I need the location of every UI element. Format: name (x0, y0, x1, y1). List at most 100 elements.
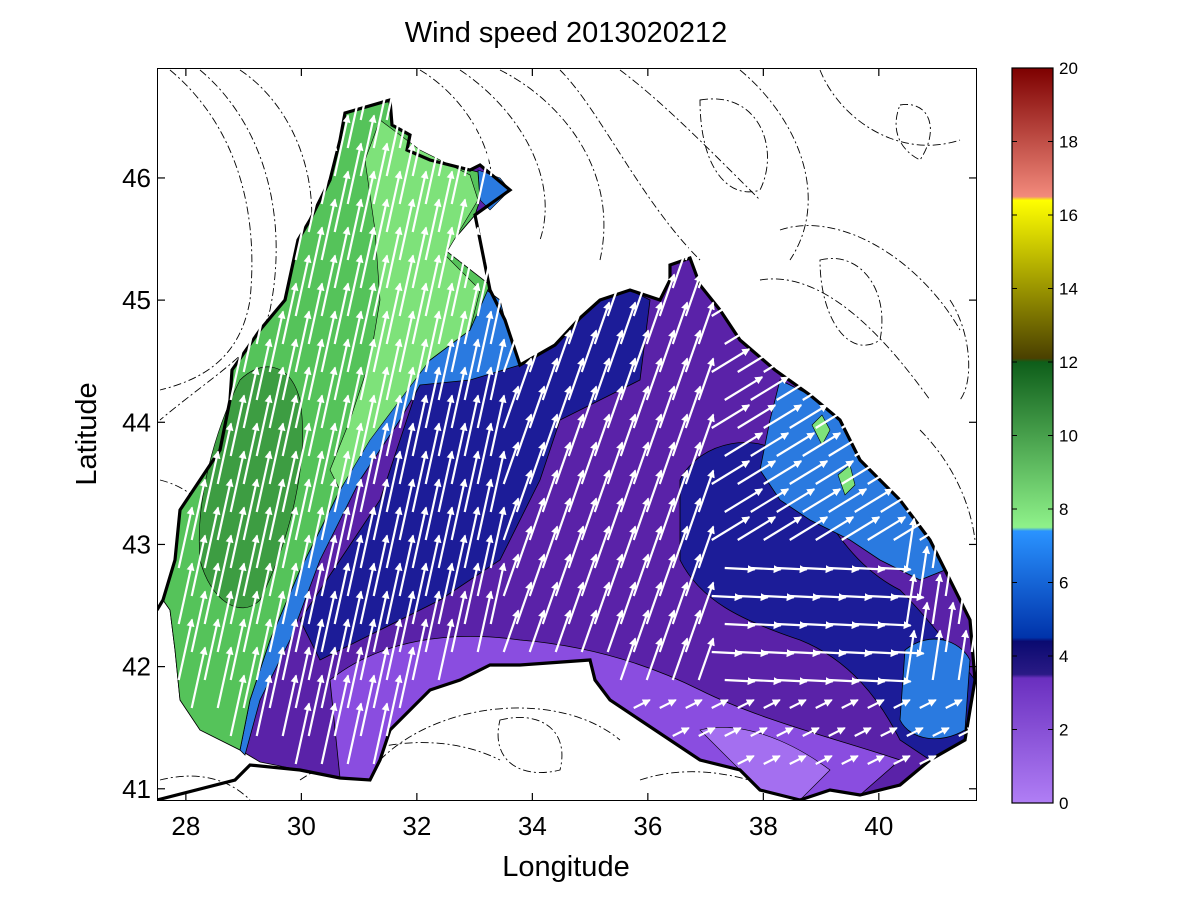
wind-arrow (372, 534, 390, 597)
wind-arrow (294, 198, 312, 261)
wind-arrow (854, 621, 886, 630)
wind-arrow (385, 394, 403, 457)
wind-arrow (931, 573, 944, 625)
wind-arrow (450, 254, 468, 317)
wind-arrow (854, 677, 886, 686)
wind-arrow (333, 394, 351, 457)
wind-arrow (320, 590, 338, 653)
wind-arrow (294, 534, 312, 597)
wind-arrow (685, 698, 703, 709)
wind-arrow (905, 517, 918, 569)
wind-arrow (944, 601, 957, 653)
sea-region-blue-se (899, 638, 971, 740)
wind-arrow (398, 422, 416, 485)
wind-arrow (776, 726, 794, 737)
wind-arrow (385, 114, 403, 177)
wind-arrow (281, 450, 299, 513)
wind-arrow (815, 460, 855, 485)
wind-arrow (437, 338, 455, 401)
wind-arrow (398, 478, 416, 541)
wind-arrow (802, 376, 842, 401)
wind-arrow (346, 86, 364, 149)
wind-arrow (918, 545, 931, 597)
y-axis-label: Latitude (71, 382, 103, 485)
wind-arrow (606, 609, 624, 653)
colorbar-tick-label: 16 (1059, 206, 1078, 225)
wind-arrow (711, 404, 751, 429)
wind-arrow (619, 637, 637, 681)
wind-arrow (867, 516, 907, 541)
y-tick-label: 41 (122, 774, 151, 804)
wind-arrow (580, 609, 598, 653)
wind-arrow (385, 506, 403, 569)
wind-arrow (268, 366, 286, 429)
wind-arrow (763, 593, 795, 602)
wind-arrow (255, 338, 273, 401)
wind-arrow (255, 618, 273, 681)
wind-arrow (372, 590, 390, 653)
colorbar-ticks: 0 2 4 6 8 10 12 14 16 18 20 (1012, 59, 1078, 813)
wind-arrow (698, 726, 716, 737)
wind-arrow (828, 621, 860, 630)
wind-arrow (372, 478, 390, 541)
wind-arrow (463, 282, 481, 345)
wind-arrow (918, 601, 931, 653)
wind-arrow (385, 170, 403, 233)
wind-arrow (763, 754, 781, 765)
wind-arrow (398, 86, 416, 149)
wind-arrow (242, 478, 260, 541)
wind-arrow (776, 432, 816, 457)
wind-arrow (437, 562, 455, 625)
wind-arrow (841, 460, 881, 485)
wind-arrow (841, 754, 859, 765)
y-tick-label: 44 (122, 407, 151, 437)
wind-arrow (294, 702, 312, 765)
colorbar-tick-label: 8 (1059, 500, 1068, 519)
wind-arrow (333, 506, 351, 569)
wind-arrow (203, 618, 221, 681)
wind-arrow (893, 698, 911, 709)
wind-arrow (385, 562, 403, 625)
wind-arrow (945, 698, 963, 709)
wind-arrow (333, 170, 351, 233)
wind-arrow (385, 282, 403, 345)
wind-arrow (203, 506, 221, 569)
wind-arrow (216, 478, 234, 541)
sea-region-green-spot (811, 414, 856, 496)
wind-arrow (724, 320, 764, 345)
wind-arrow (724, 565, 756, 574)
wind-arrow (294, 646, 312, 709)
wind-arrow (216, 422, 234, 485)
wind-arrow (502, 609, 520, 653)
wind-arrow (750, 488, 790, 513)
colorbar-tick-label: 14 (1059, 280, 1078, 299)
wind-arrow (190, 478, 208, 541)
wind-arrow (750, 726, 768, 737)
wind-arrow (424, 366, 442, 429)
wind-arrow (450, 478, 468, 541)
wind-arrow (424, 590, 442, 653)
wind-arrow (880, 726, 898, 737)
wind-arrow (333, 450, 351, 513)
wind-arrow (307, 450, 325, 513)
wind-arrow (320, 142, 338, 205)
wind-arrow (398, 198, 416, 261)
wind-arrow (476, 142, 494, 205)
wind-arrow (216, 534, 234, 597)
wind-arrow (229, 450, 247, 513)
wind-arrow (905, 573, 918, 625)
wind-arrow (177, 506, 195, 569)
wind-arrow (372, 366, 390, 429)
wind-arrow (424, 142, 442, 205)
wind-arrow (385, 674, 403, 737)
wind-arrow (463, 338, 481, 401)
wind-arrow (372, 254, 390, 317)
wind-arrow (359, 226, 377, 289)
x-axis-ticks: 28 30 32 34 36 38 40 (171, 68, 893, 841)
wind-arrow (633, 698, 651, 709)
wind-arrow (867, 460, 907, 485)
wind-arrow (854, 565, 886, 574)
wind-arrow (880, 565, 912, 574)
wind-arrow (307, 674, 325, 737)
colorbar-tick-label: 0 (1059, 794, 1068, 813)
